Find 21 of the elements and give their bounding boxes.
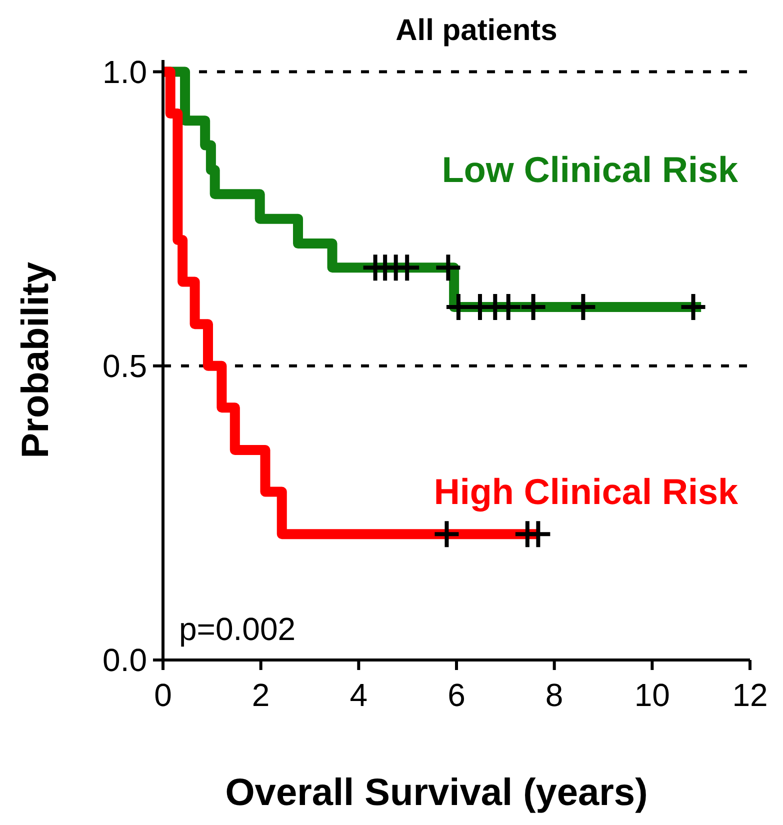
point (571, 294, 596, 320)
y-tick-label: 0.0 (102, 642, 147, 678)
x-tick-label: 0 (154, 677, 172, 713)
y-tick-label: 0.5 (102, 348, 147, 384)
x-tick-label: 12 (732, 677, 768, 713)
y-tick-label: 1.0 (102, 54, 147, 90)
x-tick-label: 2 (252, 677, 270, 713)
x-tick-label: 10 (634, 677, 670, 713)
chart-title: All patients (396, 14, 558, 47)
annotation: p=0.002 (179, 611, 296, 647)
x-axis-title: Overall Survival (years) (225, 772, 648, 814)
point (436, 254, 460, 281)
y-axis-title: Probability (15, 262, 57, 458)
text: Low Clinical Risk (442, 149, 739, 190)
point (434, 521, 459, 548)
series-label: High Clinical Risk (434, 471, 739, 512)
point (521, 294, 546, 320)
x-tick-label: 6 (448, 677, 466, 713)
x-tick-label: 8 (545, 677, 564, 713)
point (681, 294, 706, 320)
x-tick-label: 4 (350, 677, 368, 713)
